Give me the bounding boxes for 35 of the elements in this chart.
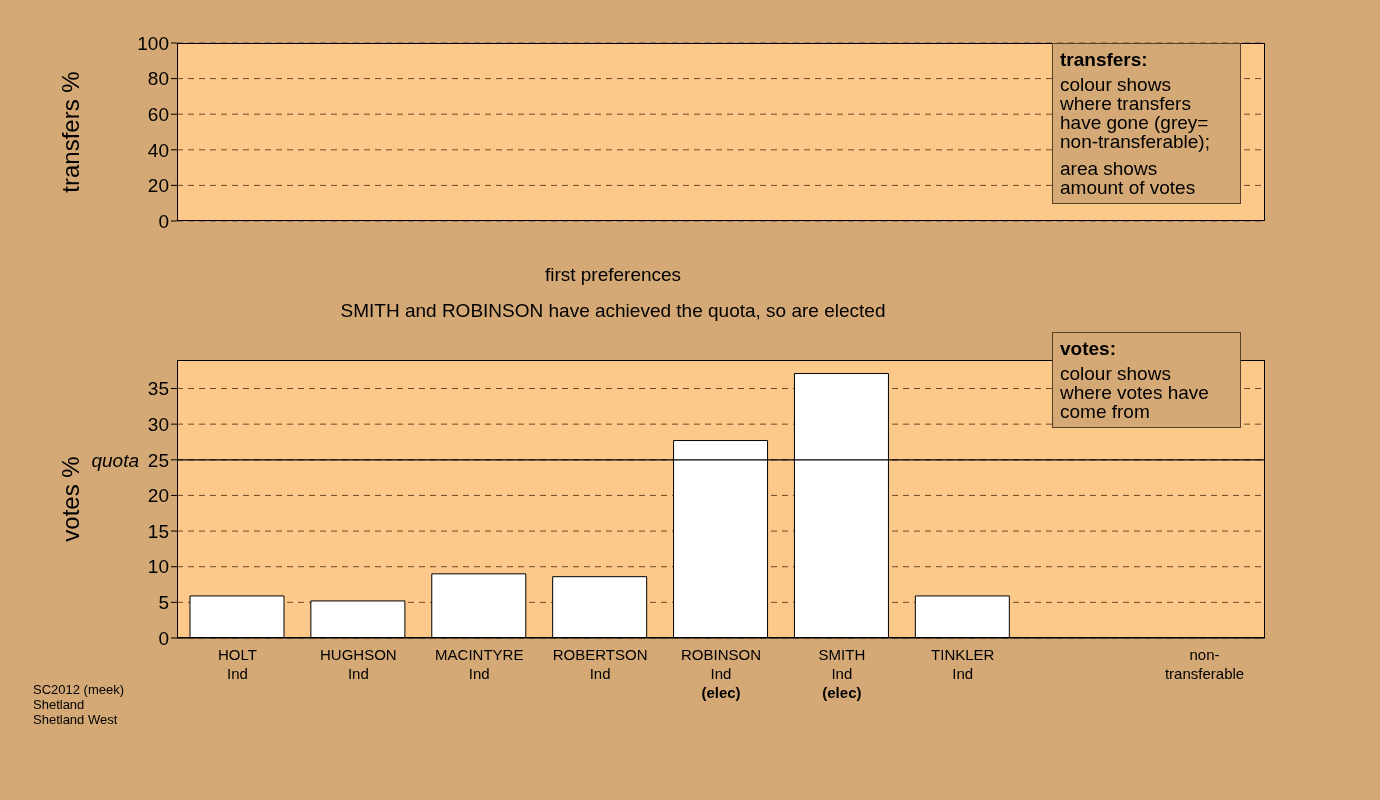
- y-tick-label: 20: [147, 485, 169, 507]
- ref-line-label: quota: [91, 449, 139, 471]
- text: Shetland West: [33, 712, 119, 727]
- y-tick-label: 10: [147, 556, 169, 578]
- y-tick-label: 35: [147, 378, 169, 400]
- y-tick-label: 30: [147, 413, 169, 435]
- annotation: transfers:: [1060, 49, 1149, 70]
- annotation: area shows amount of votes: [1060, 158, 1197, 198]
- y-tick-label: 60: [147, 103, 169, 125]
- x-tick-label: ROBERTSON Ind: [552, 646, 648, 682]
- text: Shetland: [33, 697, 86, 712]
- x-tick-label: MACINTYRE Ind: [435, 646, 524, 682]
- chart-title: first preferences: [543, 264, 683, 286]
- x-tick-label: SMITH Ind (elec): [818, 646, 866, 701]
- text: SC2012 (meek): [33, 682, 125, 697]
- annotation: colour shows where transfers have gone (grey= non-transferable);: [1060, 74, 1211, 152]
- y-tick-label: 0: [158, 210, 169, 232]
- y-tick-label: 20: [147, 175, 169, 197]
- y-axis-title: votes %: [56, 456, 84, 542]
- y-tick-label: 100: [137, 32, 169, 54]
- y-tick-label: 0: [158, 627, 169, 649]
- x-tick-label: HUGHSON Ind: [320, 646, 397, 682]
- chart-subtitle: SMITH and ROBINSON have achieved the quota, so are elected: [339, 300, 887, 322]
- text: votes:: [1060, 338, 1117, 359]
- y-tick-label: 5: [158, 592, 169, 614]
- x-tick-label: TINKLER Ind: [931, 646, 995, 682]
- x-tick-label: ROBINSON Ind (elec): [680, 646, 762, 701]
- x-tick-label: HOLT Ind: [217, 646, 257, 682]
- y-tick-label: 15: [147, 520, 169, 542]
- y-axis-title: transfers %: [56, 71, 84, 193]
- annotation: colour shows where votes have come from: [1060, 363, 1210, 422]
- x-tick-label: non- transferable: [1164, 646, 1245, 682]
- y-tick-label: 80: [147, 68, 169, 90]
- y-tick-label: 25: [147, 449, 169, 471]
- y-tick-label: 40: [147, 139, 169, 161]
